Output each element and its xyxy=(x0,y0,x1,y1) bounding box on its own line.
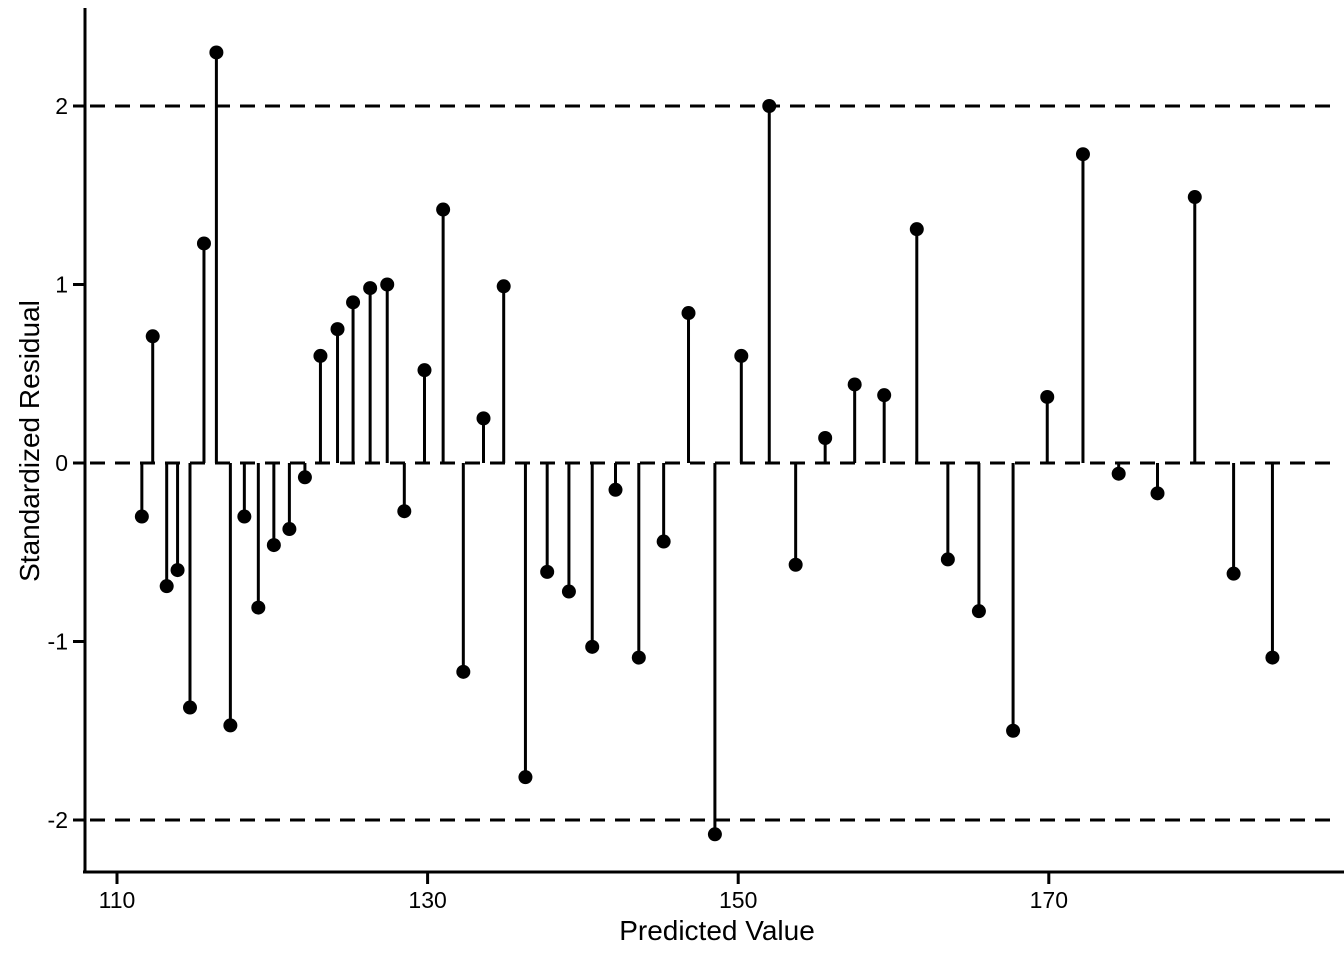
x-tick-label: 110 xyxy=(99,887,136,913)
stem-point xyxy=(971,604,986,619)
stem-point xyxy=(209,45,224,60)
stem-point xyxy=(1150,486,1165,501)
stem-point xyxy=(266,538,281,553)
stem-point xyxy=(877,388,892,403)
y-tick-label: -1 xyxy=(48,629,68,655)
x-tick-label: 150 xyxy=(719,887,757,913)
stem-point xyxy=(145,329,160,344)
stem-point xyxy=(585,639,600,654)
stem-point xyxy=(734,348,749,363)
stem-point xyxy=(380,277,395,292)
stem-point xyxy=(417,363,432,378)
stem-point xyxy=(1111,466,1126,481)
stem-point xyxy=(1187,190,1202,205)
stem-point xyxy=(1075,147,1090,162)
stem-point xyxy=(251,600,266,615)
stem-point xyxy=(631,650,646,665)
x-axis-title: Predicted Value xyxy=(619,915,815,946)
stem-point xyxy=(496,279,511,294)
stem-point xyxy=(561,584,576,599)
stem-point xyxy=(540,564,555,579)
stem-point xyxy=(1040,389,1055,404)
stem-point xyxy=(313,348,328,363)
stem-point xyxy=(1226,566,1241,581)
stem-point xyxy=(170,563,185,578)
stem-point xyxy=(182,700,197,715)
stem-point xyxy=(346,295,361,310)
stem-point xyxy=(297,470,312,485)
stem-point xyxy=(608,482,623,497)
stem-point xyxy=(476,411,491,426)
stem-point xyxy=(330,322,345,337)
stem-point xyxy=(788,557,803,572)
stem-point xyxy=(847,377,862,392)
stem-point xyxy=(456,664,471,679)
stem-point xyxy=(818,431,833,446)
stem-point xyxy=(282,522,297,537)
stem-point xyxy=(1006,723,1021,738)
stem-point xyxy=(436,202,451,217)
stem-point xyxy=(1265,650,1280,665)
stem-point xyxy=(762,99,777,113)
stem-point xyxy=(909,222,924,237)
stem-point xyxy=(656,534,671,549)
stem-point xyxy=(518,770,533,785)
stem-point xyxy=(223,718,238,733)
y-tick-label: 2 xyxy=(55,93,68,119)
stem-point xyxy=(707,827,722,842)
y-tick-label: 1 xyxy=(55,272,68,298)
stem-point xyxy=(134,509,149,524)
stem-point xyxy=(397,504,412,519)
stem-point xyxy=(196,236,211,251)
stem-point xyxy=(159,579,174,594)
stem-point xyxy=(681,306,696,321)
stem-point xyxy=(237,509,252,524)
stem-point xyxy=(363,281,378,296)
x-tick-label: 170 xyxy=(1030,887,1068,913)
y-axis-title: Standardized Residual xyxy=(14,300,45,582)
x-tick-label: 130 xyxy=(408,887,446,913)
y-tick-label: 0 xyxy=(55,450,68,476)
stem-point xyxy=(940,552,955,567)
y-tick-label: -2 xyxy=(48,807,68,833)
